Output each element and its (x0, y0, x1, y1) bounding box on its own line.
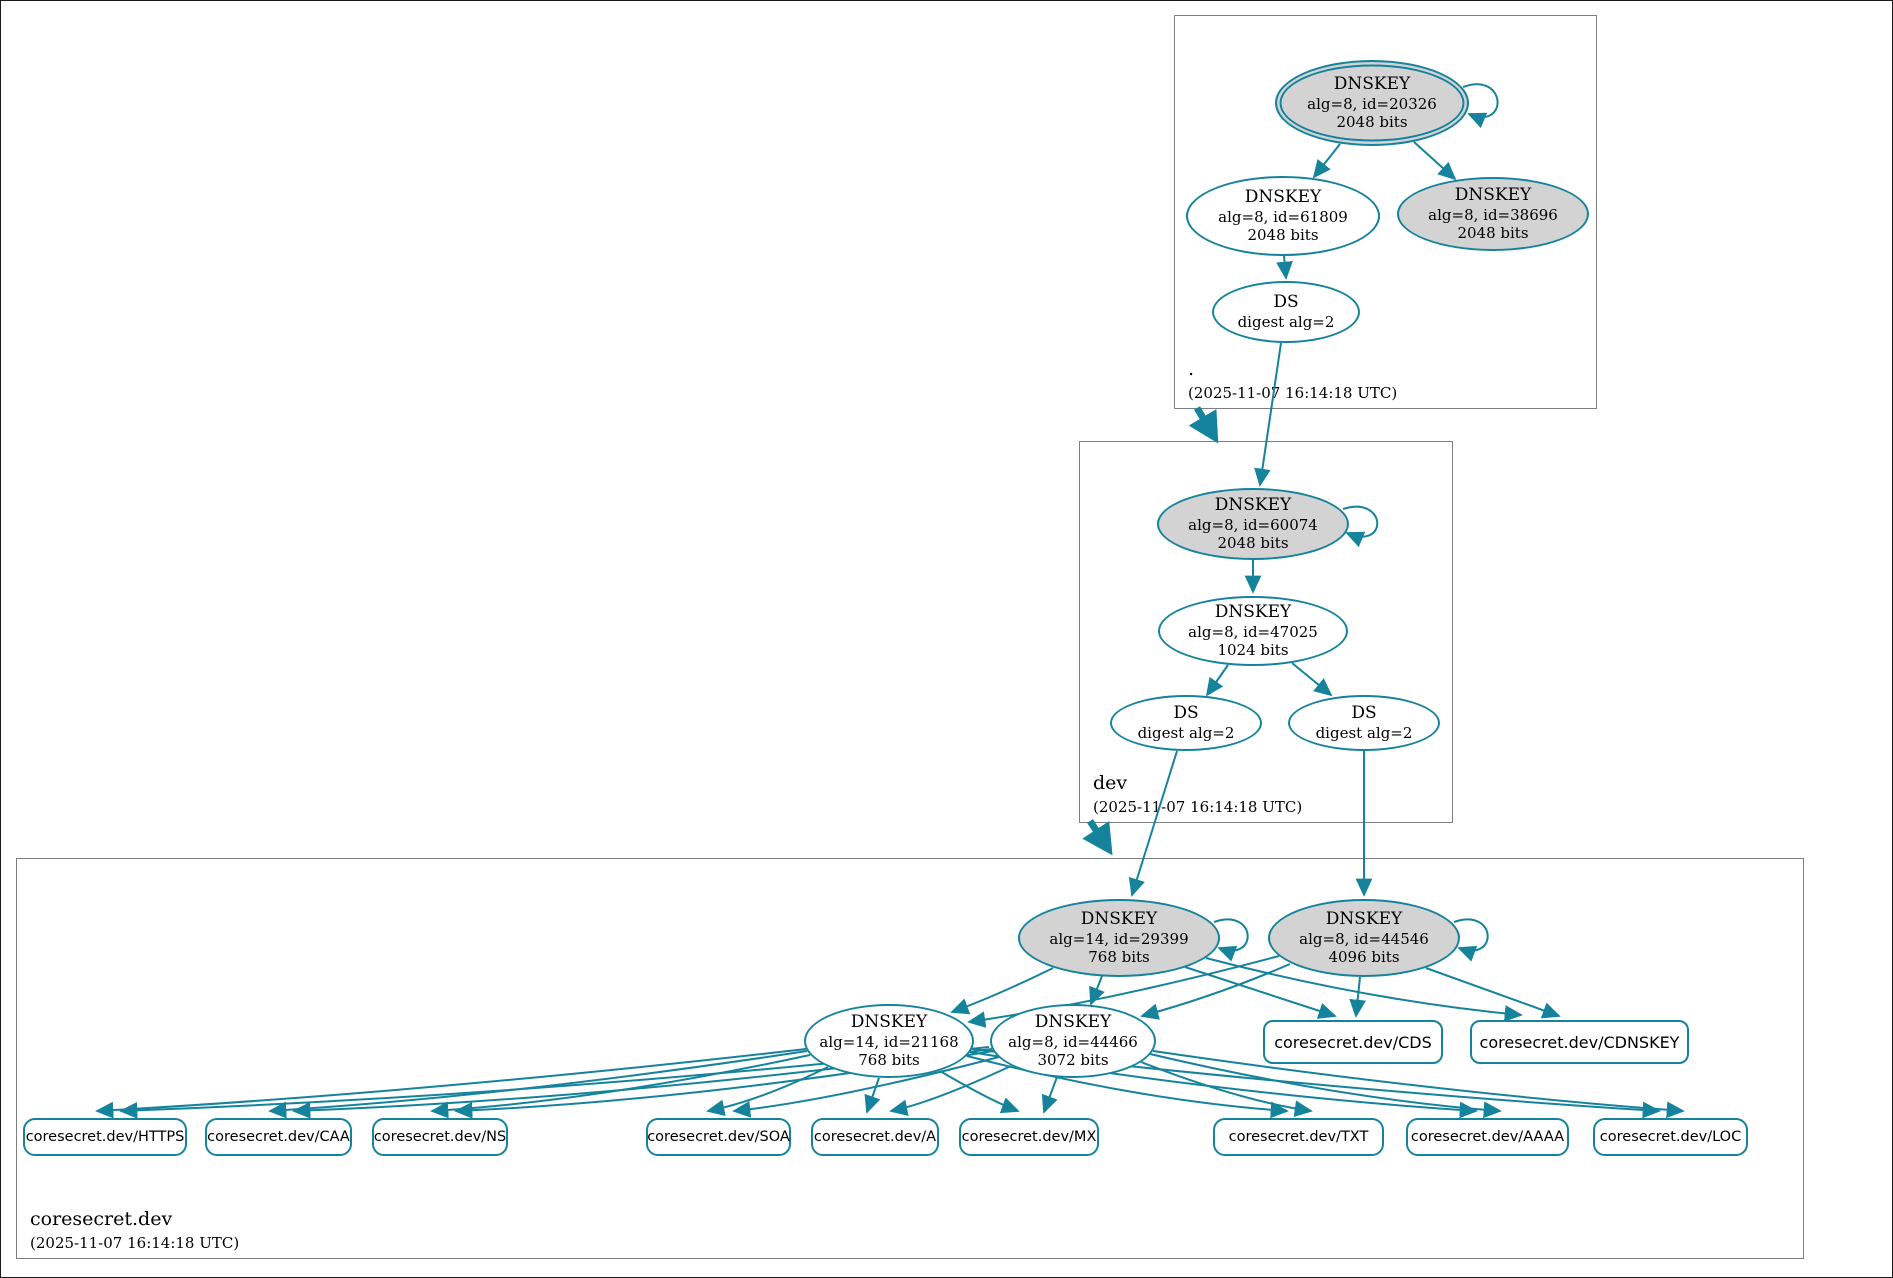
rrset-a[interactable]: coresecret.dev/A (811, 1118, 939, 1156)
dnskey-cs-zsk-21168[interactable]: DNSKEY alg=14, id=21168 768 bits (804, 1004, 974, 1078)
zone-box-root: . (2025-11-07 16:14:18 UTC) (1174, 15, 1597, 409)
dnskey-root-zsk-61809[interactable]: DNSKEY alg=8, id=61809 2048 bits (1186, 176, 1380, 256)
node-bits: 768 bits (858, 1051, 920, 1070)
dnskey-root-38696[interactable]: DNSKEY alg=8, id=38696 2048 bits (1397, 177, 1589, 251)
dnskey-cs-ksk-44546[interactable]: DNSKEY alg=8, id=44546 4096 bits (1268, 899, 1460, 977)
node-title: DS (1273, 292, 1299, 313)
node-title: DS (1351, 703, 1377, 724)
dnskey-cs-zsk-44466[interactable]: DNSKEY alg=8, id=44466 3072 bits (990, 1004, 1156, 1078)
node-detail: alg=14, id=21168 (819, 1033, 959, 1052)
edge-delegation-root-to-dev (1188, 406, 1219, 444)
node-detail: alg=8, id=47025 (1188, 623, 1318, 642)
zone-label-dev: dev (1093, 772, 1128, 794)
node-title: DNSKEY (1214, 602, 1292, 623)
rrset-txt[interactable]: coresecret.dev/TXT (1213, 1118, 1384, 1156)
ds-dev-2[interactable]: DS digest alg=2 (1288, 695, 1440, 751)
rrset-https[interactable]: coresecret.dev/HTTPS (23, 1118, 187, 1156)
dnskey-root-ksk-20326[interactable]: DNSKEY alg=8, id=20326 2048 bits (1275, 60, 1469, 146)
node-bits: 2048 bits (1217, 534, 1289, 553)
node-title: DS (1173, 703, 1199, 724)
dnskey-dev-ksk-60074[interactable]: DNSKEY alg=8, id=60074 2048 bits (1157, 488, 1349, 560)
node-bits: 1024 bits (1217, 641, 1289, 660)
node-title: DNSKEY (1325, 909, 1403, 930)
rrset-cds[interactable]: coresecret.dev/CDS (1263, 1020, 1443, 1064)
zone-label-coresecret: coresecret.dev (30, 1208, 173, 1230)
ds-root[interactable]: DS digest alg=2 (1212, 281, 1360, 343)
rrset-ns[interactable]: coresecret.dev/NS (372, 1118, 508, 1156)
node-detail: alg=8, id=44466 (1008, 1033, 1138, 1052)
zone-timestamp-coresecret: (2025-11-07 16:14:18 UTC) (30, 1234, 240, 1252)
node-bits: 3072 bits (1037, 1051, 1109, 1070)
node-bits: 4096 bits (1328, 948, 1400, 967)
rrset-aaaa[interactable]: coresecret.dev/AAAA (1406, 1118, 1569, 1156)
node-detail: alg=8, id=20326 (1307, 95, 1437, 114)
rrset-mx[interactable]: coresecret.dev/MX (959, 1118, 1099, 1156)
zone-timestamp-dev: (2025-11-07 16:14:18 UTC) (1093, 798, 1303, 816)
node-title: DNSKEY (1244, 187, 1322, 208)
node-detail: digest alg=2 (1237, 313, 1335, 332)
node-bits: 2048 bits (1457, 224, 1529, 243)
zone-label-root: . (1188, 358, 1195, 380)
ds-dev-1[interactable]: DS digest alg=2 (1110, 695, 1262, 751)
node-detail: alg=8, id=38696 (1428, 206, 1558, 225)
node-detail: alg=8, id=61809 (1218, 208, 1348, 227)
node-bits: 2048 bits (1336, 113, 1408, 132)
rrset-loc[interactable]: coresecret.dev/LOC (1593, 1118, 1748, 1156)
node-title: DNSKEY (1214, 495, 1292, 516)
node-title: DNSKEY (1454, 185, 1532, 206)
node-detail: digest alg=2 (1137, 724, 1235, 743)
node-title: DNSKEY (850, 1012, 928, 1033)
node-bits: 768 bits (1088, 948, 1150, 967)
node-title: DNSKEY (1080, 909, 1158, 930)
node-detail: alg=14, id=29399 (1049, 930, 1189, 949)
node-title: DNSKEY (1333, 74, 1411, 95)
node-title: DNSKEY (1034, 1012, 1112, 1033)
zone-box-coresecret: coresecret.dev (2025-11-07 16:14:18 UTC) (16, 858, 1804, 1259)
node-detail: alg=8, id=60074 (1188, 516, 1318, 535)
node-detail: digest alg=2 (1315, 724, 1413, 743)
dnskey-cs-ksk-29399[interactable]: DNSKEY alg=14, id=29399 768 bits (1018, 899, 1220, 977)
node-bits: 2048 bits (1247, 226, 1319, 245)
rrset-soa[interactable]: coresecret.dev/SOA (646, 1118, 791, 1156)
dnskey-dev-zsk-47025[interactable]: DNSKEY alg=8, id=47025 1024 bits (1158, 596, 1348, 666)
rrset-cdnskey[interactable]: coresecret.dev/CDNSKEY (1470, 1020, 1689, 1064)
rrset-caa[interactable]: coresecret.dev/CAA (205, 1118, 352, 1156)
zone-timestamp-root: (2025-11-07 16:14:18 UTC) (1188, 384, 1398, 402)
node-detail: alg=8, id=44546 (1299, 930, 1429, 949)
edge-delegation-dev-to-coresecret (1082, 819, 1113, 856)
